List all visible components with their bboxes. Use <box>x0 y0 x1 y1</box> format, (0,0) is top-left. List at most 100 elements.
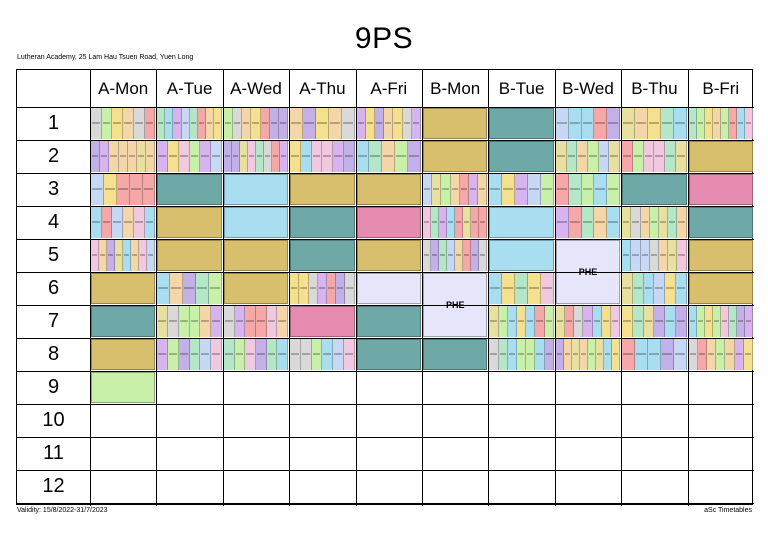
lesson-cell[interactable] <box>423 108 488 139</box>
lesson-cell[interactable] <box>356 108 421 139</box>
lesson-cell[interactable] <box>157 240 222 271</box>
lesson-strip <box>170 273 184 304</box>
lesson-cell[interactable] <box>622 141 687 172</box>
lesson-strip <box>200 339 212 370</box>
lesson-cell[interactable] <box>622 339 687 370</box>
row-divider <box>17 404 754 405</box>
lesson-cell[interactable] <box>622 207 687 238</box>
lesson-strip <box>704 306 713 337</box>
lesson-cell[interactable] <box>555 306 621 337</box>
lesson-strip <box>675 306 687 337</box>
lesson-cell[interactable] <box>91 174 156 205</box>
lesson-cell[interactable] <box>157 207 222 238</box>
lesson-cell[interactable] <box>489 141 554 172</box>
lesson-cell[interactable] <box>423 207 488 238</box>
lesson-cell[interactable] <box>555 174 621 205</box>
lesson-cell[interactable] <box>290 339 355 370</box>
lesson-cell[interactable] <box>223 240 289 271</box>
lesson-cell[interactable] <box>423 141 488 172</box>
lesson-cell[interactable] <box>622 306 687 337</box>
day-header: B-Fri <box>702 78 740 98</box>
lesson-strip <box>423 174 433 205</box>
lesson-strip <box>317 273 327 304</box>
lesson-strip <box>479 240 488 271</box>
lesson-cell[interactable] <box>688 240 753 271</box>
lesson-cell[interactable] <box>489 273 554 304</box>
lesson-cell[interactable] <box>555 108 621 139</box>
lesson-cell[interactable] <box>489 174 554 205</box>
lesson-cell[interactable] <box>489 240 554 271</box>
lesson-cell[interactable] <box>91 273 156 304</box>
lesson-cell[interactable] <box>423 240 488 271</box>
day-header: A-Tue <box>166 78 213 98</box>
lesson-cell[interactable] <box>688 339 753 370</box>
lesson-cell[interactable] <box>223 174 289 205</box>
lesson-cell[interactable] <box>157 174 222 205</box>
lesson-strip <box>455 240 464 271</box>
lesson-cell[interactable] <box>223 339 289 370</box>
lesson-strip <box>688 339 698 370</box>
lesson-cell[interactable] <box>91 339 156 370</box>
lesson-cell[interactable] <box>223 207 289 238</box>
lesson-cell[interactable] <box>555 339 621 370</box>
lesson-cell[interactable] <box>688 174 753 205</box>
lesson-strip <box>205 108 214 139</box>
lesson-cell[interactable] <box>688 273 753 304</box>
lesson-cell[interactable] <box>622 240 687 271</box>
lesson-cell[interactable] <box>356 207 421 238</box>
lesson-cell[interactable] <box>290 141 355 172</box>
lesson-cell[interactable] <box>157 108 222 139</box>
lesson-cell[interactable] <box>489 207 554 238</box>
lesson-cell[interactable] <box>356 174 421 205</box>
lesson-cell[interactable] <box>555 141 621 172</box>
lesson-strip <box>315 108 329 139</box>
lesson-cell[interactable] <box>688 306 753 337</box>
lesson-cell[interactable] <box>91 306 156 337</box>
lesson-cell[interactable] <box>622 108 687 139</box>
lesson-cell[interactable] <box>622 273 687 304</box>
column-divider <box>554 70 556 506</box>
lesson-cell[interactable] <box>290 108 355 139</box>
lesson-cell[interactable] <box>223 108 289 139</box>
lesson-cell[interactable] <box>91 240 156 271</box>
lesson-strip <box>189 108 198 139</box>
lesson-cell[interactable] <box>157 273 222 304</box>
lesson-cell[interactable] <box>290 306 355 337</box>
lesson-cell[interactable] <box>91 207 156 238</box>
lesson-strip <box>704 108 713 139</box>
lesson-cell[interactable] <box>157 141 222 172</box>
lesson-cell[interactable] <box>555 207 621 238</box>
lesson-strip <box>587 141 599 172</box>
lesson-cell[interactable] <box>356 240 421 271</box>
lesson-cell[interactable] <box>290 174 355 205</box>
lesson-cell[interactable] <box>489 108 554 139</box>
lesson-strip <box>157 273 171 304</box>
lesson-cell[interactable] <box>290 240 355 271</box>
lesson-cell[interactable] <box>423 174 488 205</box>
lesson-cell[interactable] <box>688 108 753 139</box>
lesson-cell[interactable] <box>91 108 156 139</box>
lesson-cell[interactable] <box>688 141 753 172</box>
lesson-cell[interactable] <box>157 306 222 337</box>
lesson-cell[interactable] <box>356 273 421 304</box>
day-header: A-Fri <box>370 78 408 98</box>
lesson-cell[interactable] <box>356 141 421 172</box>
lesson-cell[interactable] <box>622 174 687 205</box>
lesson-cell[interactable] <box>489 306 554 337</box>
lesson-cell[interactable] <box>290 207 355 238</box>
lesson-cell[interactable] <box>489 339 554 370</box>
lesson-cell[interactable] <box>356 339 421 370</box>
lesson-cell[interactable] <box>91 372 156 403</box>
lesson-cell[interactable] <box>223 273 289 304</box>
lesson-cell[interactable] <box>688 207 753 238</box>
lesson-cell[interactable] <box>91 141 156 172</box>
lesson-cell[interactable] <box>423 339 488 370</box>
lesson-cell[interactable] <box>223 306 289 337</box>
lesson-strip <box>673 108 687 139</box>
lesson-strip <box>118 141 128 172</box>
lesson-strip <box>581 174 595 205</box>
lesson-cell[interactable] <box>290 273 355 304</box>
lesson-cell[interactable] <box>223 141 289 172</box>
lesson-cell[interactable] <box>157 339 222 370</box>
lesson-cell[interactable] <box>356 306 421 337</box>
